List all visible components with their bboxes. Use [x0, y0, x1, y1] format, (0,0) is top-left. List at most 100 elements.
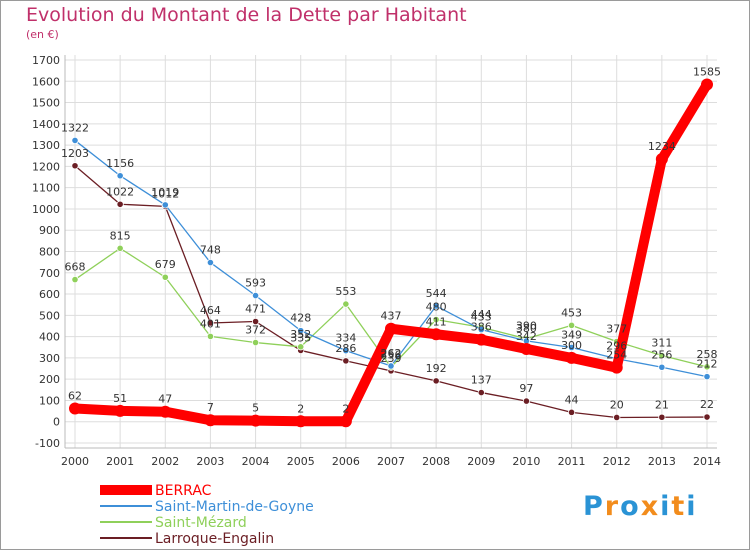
data-label: 1203 [61, 147, 89, 160]
data-point [161, 201, 169, 209]
data-point [161, 273, 169, 281]
data-label: 411 [426, 315, 447, 328]
x-tick-label: 2010 [512, 455, 540, 468]
data-label: 471 [245, 303, 266, 316]
data-label: 1012 [151, 187, 179, 200]
data-label: 377 [606, 323, 627, 336]
data-point [565, 351, 578, 364]
data-label: 433 [471, 311, 492, 324]
data-label: 137 [471, 374, 492, 387]
x-tick-label: 2006 [332, 455, 360, 468]
data-label: 192 [426, 362, 447, 375]
data-label: 372 [245, 324, 266, 337]
data-point [703, 413, 711, 421]
x-tick-label: 2011 [558, 455, 586, 468]
data-point [294, 415, 307, 428]
logo-letter: x [640, 491, 661, 522]
grid [65, 55, 717, 448]
data-point [249, 414, 262, 427]
data-point [703, 373, 711, 381]
data-point [159, 405, 172, 418]
data-point [522, 397, 531, 405]
data-label: 815 [110, 229, 131, 242]
data-label: 428 [290, 312, 311, 325]
data-point [432, 315, 440, 324]
data-label: 258 [697, 348, 718, 361]
logo-letter: i [660, 491, 672, 522]
data-point [204, 414, 217, 427]
data-label: 1234 [648, 140, 676, 153]
data-label: 335 [290, 331, 311, 344]
data-label: 453 [561, 306, 582, 319]
data-label: 334 [335, 332, 356, 345]
data-point [71, 162, 79, 170]
y-tick-label: 200 [39, 373, 60, 386]
data-point [385, 322, 397, 335]
x-tick-label: 2000 [61, 455, 89, 468]
data-label: 1585 [693, 65, 721, 78]
data-point [342, 357, 350, 365]
x-tick-label: 2014 [693, 455, 721, 468]
series-lines [69, 78, 713, 428]
data-point [613, 413, 621, 422]
data-label: 44 [565, 393, 579, 406]
data-point [475, 333, 488, 346]
y-tick-label: -100 [35, 437, 60, 450]
y-tick-label: 1400 [32, 118, 60, 131]
chart-title: Evolution du Montant de la Dette par Hab… [26, 4, 467, 26]
data-point [610, 361, 623, 374]
axes: -100 0 100 200 300 400 500 600 700 800 900 1000 1100… [32, 54, 721, 468]
x-tick-label: 2008 [422, 455, 450, 468]
data-label: 256 [651, 348, 672, 361]
legend-label: Larroque-Engalin [155, 531, 274, 547]
legend-label: BERRAC [155, 483, 212, 499]
data-point [430, 328, 443, 341]
data-point [206, 319, 215, 327]
data-point [701, 78, 713, 91]
data-label: 51 [113, 392, 127, 405]
data-point [114, 404, 127, 417]
data-label: 390 [516, 320, 537, 333]
y-tick-label: 1700 [32, 54, 60, 67]
data-point [251, 317, 260, 326]
data-label: 544 [426, 287, 447, 300]
data-label: 342 [516, 330, 537, 343]
data-point [432, 302, 440, 310]
data-label: 21 [655, 398, 669, 411]
data-point [71, 136, 79, 145]
data-label: 296 [606, 340, 627, 353]
data-labels: 1203 1022 1012 464 471 335 286 239 192 137 97 44 20 2… [61, 65, 721, 415]
data-point [658, 351, 666, 360]
x-tick-label: 2005 [287, 455, 315, 468]
data-label: 401 [200, 317, 221, 330]
data-point [206, 258, 215, 267]
y-tick-label: 1600 [32, 75, 60, 88]
data-label: 7 [207, 401, 214, 414]
data-point [206, 332, 215, 340]
data-label: 668 [65, 261, 86, 274]
data-point [116, 244, 124, 252]
data-label: 679 [155, 258, 176, 271]
x-tick-label: 2004 [242, 455, 270, 468]
data-point [251, 338, 260, 347]
data-point [477, 388, 485, 397]
data-label: 1156 [106, 157, 134, 170]
data-point [339, 415, 352, 428]
x-tick-label: 2002 [151, 455, 179, 468]
data-label: 1019 [151, 186, 179, 199]
y-tick-label: 500 [39, 309, 60, 322]
data-label: 239 [381, 352, 402, 365]
x-tick-label: 2009 [467, 455, 495, 468]
data-point [251, 291, 260, 300]
data-label: 2 [342, 402, 349, 415]
data-label: 212 [697, 358, 718, 371]
legend-label: Saint-Mézard [155, 515, 247, 531]
x-tick-label: 2012 [603, 455, 631, 468]
x-tick-label: 2001 [106, 455, 134, 468]
data-point [567, 408, 576, 416]
data-point [520, 342, 533, 355]
y-tick-label: 1200 [32, 160, 60, 173]
data-label: 22 [700, 398, 714, 411]
logo-letter: i [686, 491, 698, 522]
data-point [703, 363, 711, 371]
